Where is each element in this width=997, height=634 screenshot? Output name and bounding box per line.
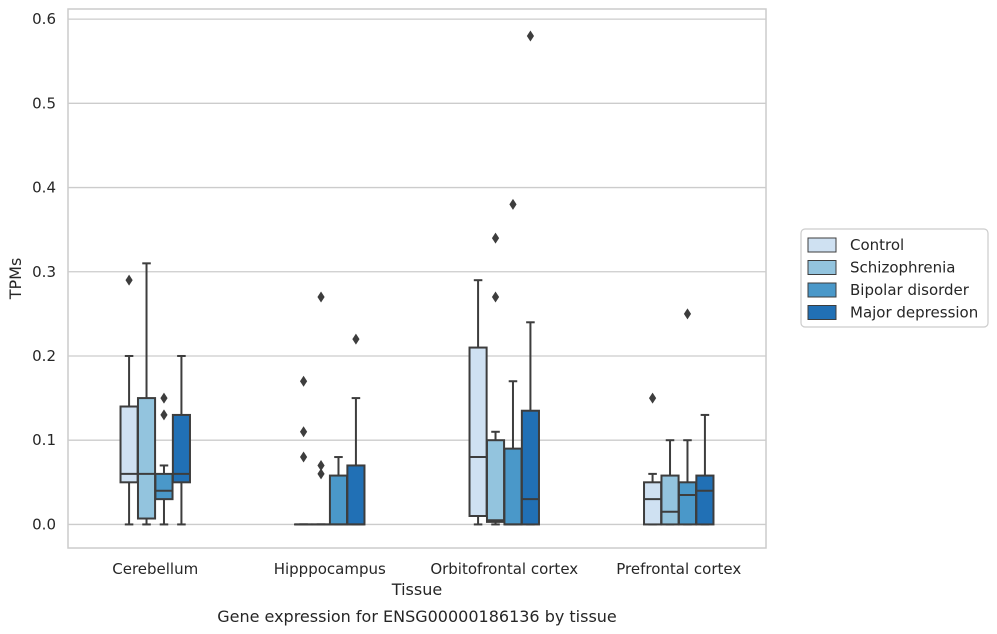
box-iqr	[154, 472, 174, 501]
box-major-depression	[695, 413, 715, 526]
box-bipolar-disorder	[503, 198, 523, 526]
legend-label: Bipolar disorder	[850, 281, 970, 299]
x-axis-label: Tissue	[391, 580, 442, 599]
box-iqr	[468, 346, 488, 517]
box-major-depression	[171, 354, 191, 526]
box-iqr	[695, 474, 715, 526]
outlier-point	[299, 451, 308, 463]
outlier-point	[299, 426, 308, 438]
y-tick-label: 0.5	[32, 94, 56, 112]
box-plot-area	[119, 30, 715, 526]
box-schizophrenia	[136, 262, 157, 526]
x-tick-label: Hipppocampus	[274, 560, 386, 578]
legend: Control Schizophrenia Bipolar disorder Majo…	[800, 228, 989, 328]
box-bipolar-disorder	[328, 456, 349, 526]
box-iqr	[346, 464, 366, 526]
box-schizophrenia	[485, 232, 506, 526]
outlier-point	[317, 291, 325, 303]
box-iqr	[328, 474, 349, 526]
legend-label: Schizophrenia	[850, 259, 955, 277]
box-iqr	[171, 413, 191, 484]
outlier-point	[125, 274, 133, 286]
box-iqr	[485, 439, 506, 523]
box-iqr	[119, 405, 139, 484]
outlier-point	[160, 409, 168, 421]
legend-swatch	[807, 305, 837, 320]
figure-caption: Gene expression for ENSG00000186136 by t…	[217, 607, 617, 626]
y-axis-label: TPMs	[6, 258, 25, 301]
box-control	[119, 274, 139, 526]
box-iqr	[503, 447, 523, 526]
plot-frame	[67, 8, 767, 549]
legend-label: Major depression	[850, 304, 978, 322]
outlier-point	[160, 392, 168, 404]
box-major-depression	[520, 30, 540, 526]
legend-frame	[800, 228, 989, 328]
box-control	[468, 279, 488, 526]
box-bipolar-disorder	[154, 392, 174, 526]
y-tick-label: 0.3	[32, 263, 56, 281]
x-tick-label: Cerebellum	[112, 560, 198, 578]
legend-swatch	[807, 282, 837, 298]
x-axis-ticks: Cerebellum Hipppocampus Orbitofrontal cort…	[112, 560, 741, 578]
box-schizophrenia	[660, 439, 680, 526]
outlier-point	[526, 30, 535, 42]
x-tick-label: Prefrontal cortex	[616, 560, 741, 578]
outlier-point	[317, 459, 325, 471]
outlier-point	[317, 468, 325, 480]
y-axis-ticks: 0.0 0.1 0.2 0.3 0.4 0.5 0.6	[32, 10, 56, 533]
box-major-depression	[346, 333, 366, 526]
y-tick-label: 0.4	[32, 179, 56, 197]
outlier-point	[648, 392, 657, 404]
y-tick-label: 0.1	[32, 431, 56, 449]
legend-swatch	[807, 260, 837, 275]
legend-label: Control	[850, 236, 904, 254]
outlier-point	[491, 232, 500, 244]
box-iqr	[660, 474, 680, 526]
box-iqr	[520, 409, 540, 526]
box-schizophrenia	[311, 291, 331, 526]
outlier-point	[352, 333, 360, 345]
outlier-point	[509, 198, 517, 210]
outlier-point	[491, 291, 500, 303]
y-tick-label: 0.0	[32, 515, 56, 533]
x-tick-label: Orbitofrontal cortex	[430, 560, 578, 578]
outlier-point	[683, 308, 692, 320]
y-tick-label: 0.6	[32, 10, 56, 28]
box-iqr	[136, 397, 157, 520]
box-bipolar-disorder	[677, 308, 698, 526]
box-iqr	[677, 481, 698, 526]
legend-swatch	[807, 237, 837, 253]
box-iqr	[643, 481, 663, 526]
outlier-point	[299, 375, 308, 387]
box-control	[643, 392, 663, 526]
box-control	[294, 375, 314, 526]
y-tick-label: 0.2	[32, 347, 56, 365]
